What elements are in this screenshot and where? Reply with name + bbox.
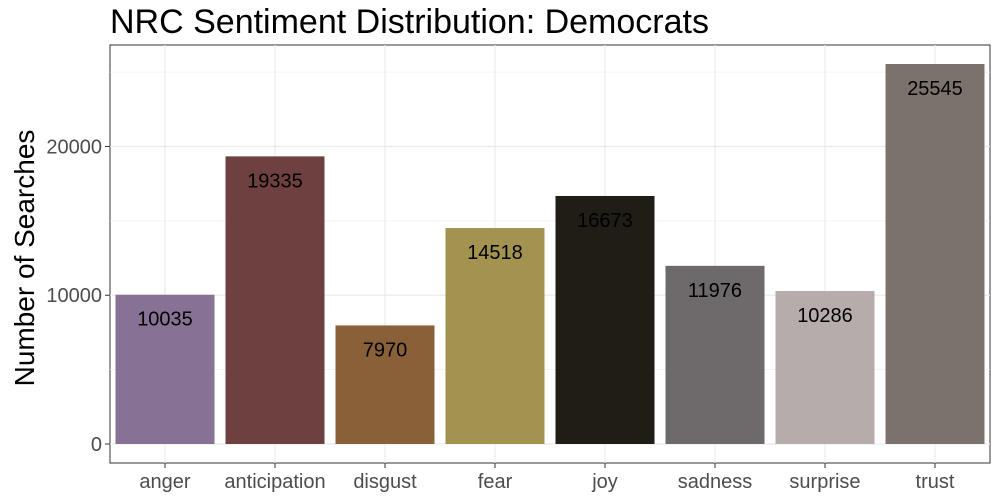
x-tick-label: disgust <box>353 471 417 493</box>
bar-value-label: 25545 <box>907 78 963 100</box>
bar-value-label: 16673 <box>577 210 633 232</box>
x-tick-label: sadness <box>678 471 753 493</box>
x-tick-label: anticipation <box>224 471 325 493</box>
x-tick-label: trust <box>916 471 955 493</box>
bar-anticipation <box>225 156 325 445</box>
x-tick-label: fear <box>478 471 513 493</box>
x-tick-label: joy <box>591 471 618 493</box>
y-axis-label: Number of Searches <box>9 130 40 387</box>
y-tick-label: 10000 <box>46 285 102 307</box>
bar-value-label: 7970 <box>363 339 408 361</box>
bar-fear <box>445 228 545 445</box>
bar-joy <box>555 195 655 445</box>
bar-value-label: 19335 <box>247 170 303 192</box>
bar-value-label: 10286 <box>797 305 853 327</box>
bar-sadness <box>665 265 765 445</box>
bar-surprise <box>775 290 875 445</box>
y-tick-labels: 0 10000 20000 <box>46 136 110 456</box>
y-tick-label: 0 <box>91 434 102 456</box>
x-tick-label: surprise <box>789 471 860 493</box>
chart-title: NRC Sentiment Distribution: Democrats <box>110 3 709 41</box>
x-tick-label: anger <box>139 471 190 493</box>
y-tick-label: 20000 <box>46 136 102 158</box>
bars: 10035 19335 7970 14518 16673 11976 10286 25545 <box>115 63 985 445</box>
bar-value-label: 11976 <box>688 280 742 302</box>
x-tick-labels: anger anticipation disgust fear joy sadness su… <box>139 463 955 493</box>
bar-disgust <box>335 325 435 445</box>
bar-trust <box>885 63 985 445</box>
bar-anger <box>115 294 215 445</box>
bar-value-label: 10035 <box>137 309 193 331</box>
plot-panel-border <box>109 44 991 464</box>
bar-value-label: 14518 <box>467 242 523 264</box>
